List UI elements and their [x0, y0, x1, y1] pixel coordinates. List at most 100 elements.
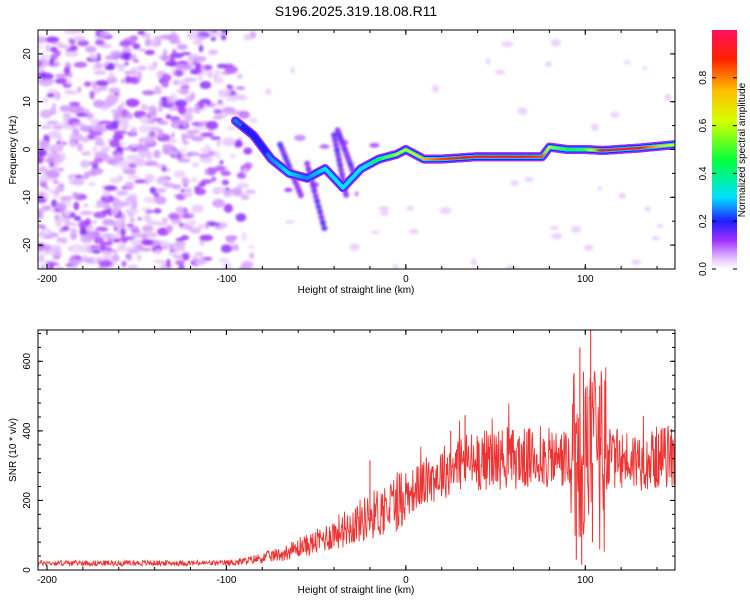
spectrogram-noise-blob: [192, 255, 199, 260]
spectrogram-noise-blob: [210, 36, 217, 42]
spectrogram-noise-blob: [199, 81, 212, 89]
spectrogram-noise-blob: [236, 141, 243, 147]
spectrogram-noise-blob: [123, 168, 137, 175]
spectrogram-noise-blob: [109, 233, 120, 238]
spectrogram-noise-blob: [157, 120, 169, 125]
spectrogram-noise-blob: [73, 215, 82, 221]
spectrogram-noise-blob: [113, 238, 121, 243]
spectrogram-streak: [336, 157, 343, 163]
spectrogram-noise-blob: [656, 224, 664, 229]
spectrogram-noise-blob: [369, 143, 380, 148]
spectrogram-noise-blob: [207, 150, 216, 156]
spectrogram-noise-blob: [471, 258, 477, 266]
spectrogram-streak: [338, 167, 345, 173]
spectrogram-noise-blob: [86, 230, 98, 240]
spectrogram-noise-blob: [170, 131, 175, 139]
spectrogram-noise-blob: [243, 147, 253, 155]
spectrogram-noise-blob: [42, 251, 56, 255]
spectrogram-noise-blob: [610, 111, 620, 118]
spectrogram-noise-blob: [212, 198, 225, 208]
spectrogram-noise-blob: [199, 157, 213, 164]
spectrogram-noise-blob: [190, 92, 196, 101]
spectrogram-noise-blob: [93, 236, 104, 244]
spectrogram-noise-blob: [117, 64, 125, 72]
spectrogram-noise-blob: [93, 99, 105, 108]
spectrogram-noise-blob: [166, 225, 173, 234]
spectrogram-noise-blob: [370, 230, 380, 234]
spectrogram-noise-blob: [53, 93, 59, 100]
spectrogram-noise-blob: [153, 85, 162, 95]
snr-x-tick-label: 100: [577, 575, 594, 586]
spectrogram-noise-blob: [99, 247, 113, 252]
spectrogram-noise-blob: [214, 69, 221, 76]
spectrogram-noise-blob: [78, 143, 83, 152]
spectrogram-noise-blob: [80, 159, 90, 169]
spectrogram-noise-blob: [100, 128, 107, 133]
spectrogram-noise-blob: [121, 238, 128, 244]
spectrogram-noise-blob: [116, 190, 128, 196]
spectrogram-noise-blob: [125, 256, 133, 261]
spectrogram-noise-blob: [68, 101, 81, 107]
spectrogram-noise-blob: [72, 256, 83, 260]
spectrogram-noise-blob: [236, 73, 243, 80]
spectrogram-noise-blob: [163, 182, 176, 188]
spectrogram-noise-blob: [144, 160, 158, 166]
spectrogram-noise-blob: [137, 71, 143, 80]
spectrogram-noise-blob: [68, 257, 73, 266]
colorbar-tick-label: 0.6: [698, 118, 709, 132]
spectrogram-streak: [321, 225, 328, 232]
spectrogram-streak: [305, 166, 312, 173]
spectrogram-noise-blob: [378, 206, 390, 211]
spectrogram-noise-blob: [510, 180, 519, 186]
spectrogram-streak: [331, 132, 338, 139]
spectrogram-noise-blob: [236, 182, 250, 189]
spectrogram-noise-blob: [406, 205, 415, 211]
spectrogram-noise-blob: [69, 244, 83, 253]
spectrogram-noise-blob: [38, 139, 43, 143]
spectrogram-noise-blob: [44, 244, 52, 253]
spectrogram-noise-blob: [193, 125, 207, 131]
spectrogram-noise-blob: [226, 236, 236, 244]
spectrogram-noise-blob: [116, 146, 124, 153]
spectrogram-noise-blob: [549, 225, 560, 230]
spectrogram-noise-blob: [121, 147, 135, 151]
spectrogram-noise-blob: [85, 45, 97, 53]
spectrogram-noise-blob: [97, 136, 104, 140]
spectrogram-noise-blob: [181, 52, 192, 56]
spectrogram-streak: [339, 171, 346, 178]
spectrogram-noise-blob: [94, 39, 105, 46]
spectrogram-noise-blob: [153, 208, 162, 214]
spectrogram-noise-blob: [111, 249, 119, 253]
spectrogram-noise-blob: [145, 232, 158, 238]
spectrogram-noise-blob: [631, 259, 642, 265]
spectrogram-noise-blob: [40, 264, 46, 269]
spectrogram-noise-blob: [409, 228, 419, 235]
spectrogram-noise-blob: [104, 123, 119, 131]
spectrogram-noise-blob: [89, 167, 104, 175]
spectrogram-noise-blob: [92, 146, 98, 153]
spectrogram-noise-blob: [121, 213, 126, 222]
spectrogram-noise-blob: [103, 185, 118, 191]
spectrogram-noise-blob: [107, 62, 116, 71]
spectrogram-noise-blob: [349, 243, 360, 251]
spectrogram-noise-blob: [198, 44, 204, 53]
spectrogram-noise-blob: [129, 239, 144, 245]
spectrogram-x-tick-label: -100: [216, 274, 236, 285]
spectrogram-noise-blob: [176, 153, 183, 161]
spectrogram-noise-blob: [197, 182, 206, 188]
spectrogram-noise-blob: [99, 241, 113, 246]
spectrogram-noise-blob: [45, 262, 60, 266]
spectrogram-noise-blob: [114, 219, 123, 228]
spectrogram-noise-blob: [132, 43, 137, 50]
spectrogram-noise-blob: [83, 81, 92, 87]
spectrogram-noise-blob: [111, 253, 120, 262]
spectrogram-noise-blob: [243, 33, 253, 41]
spectrogram-noise-blob: [240, 194, 250, 201]
spectrogram-noise-blob: [432, 85, 440, 93]
spectrogram-noise-blob: [65, 48, 78, 52]
spectrogram-noise-blob: [40, 224, 47, 231]
spectrogram-noise-blob: [174, 240, 186, 248]
spectrogram-noise-blob: [145, 210, 155, 213]
spectrogram-noise-blob: [73, 61, 88, 68]
spectrogram-noise-blob: [38, 68, 44, 72]
